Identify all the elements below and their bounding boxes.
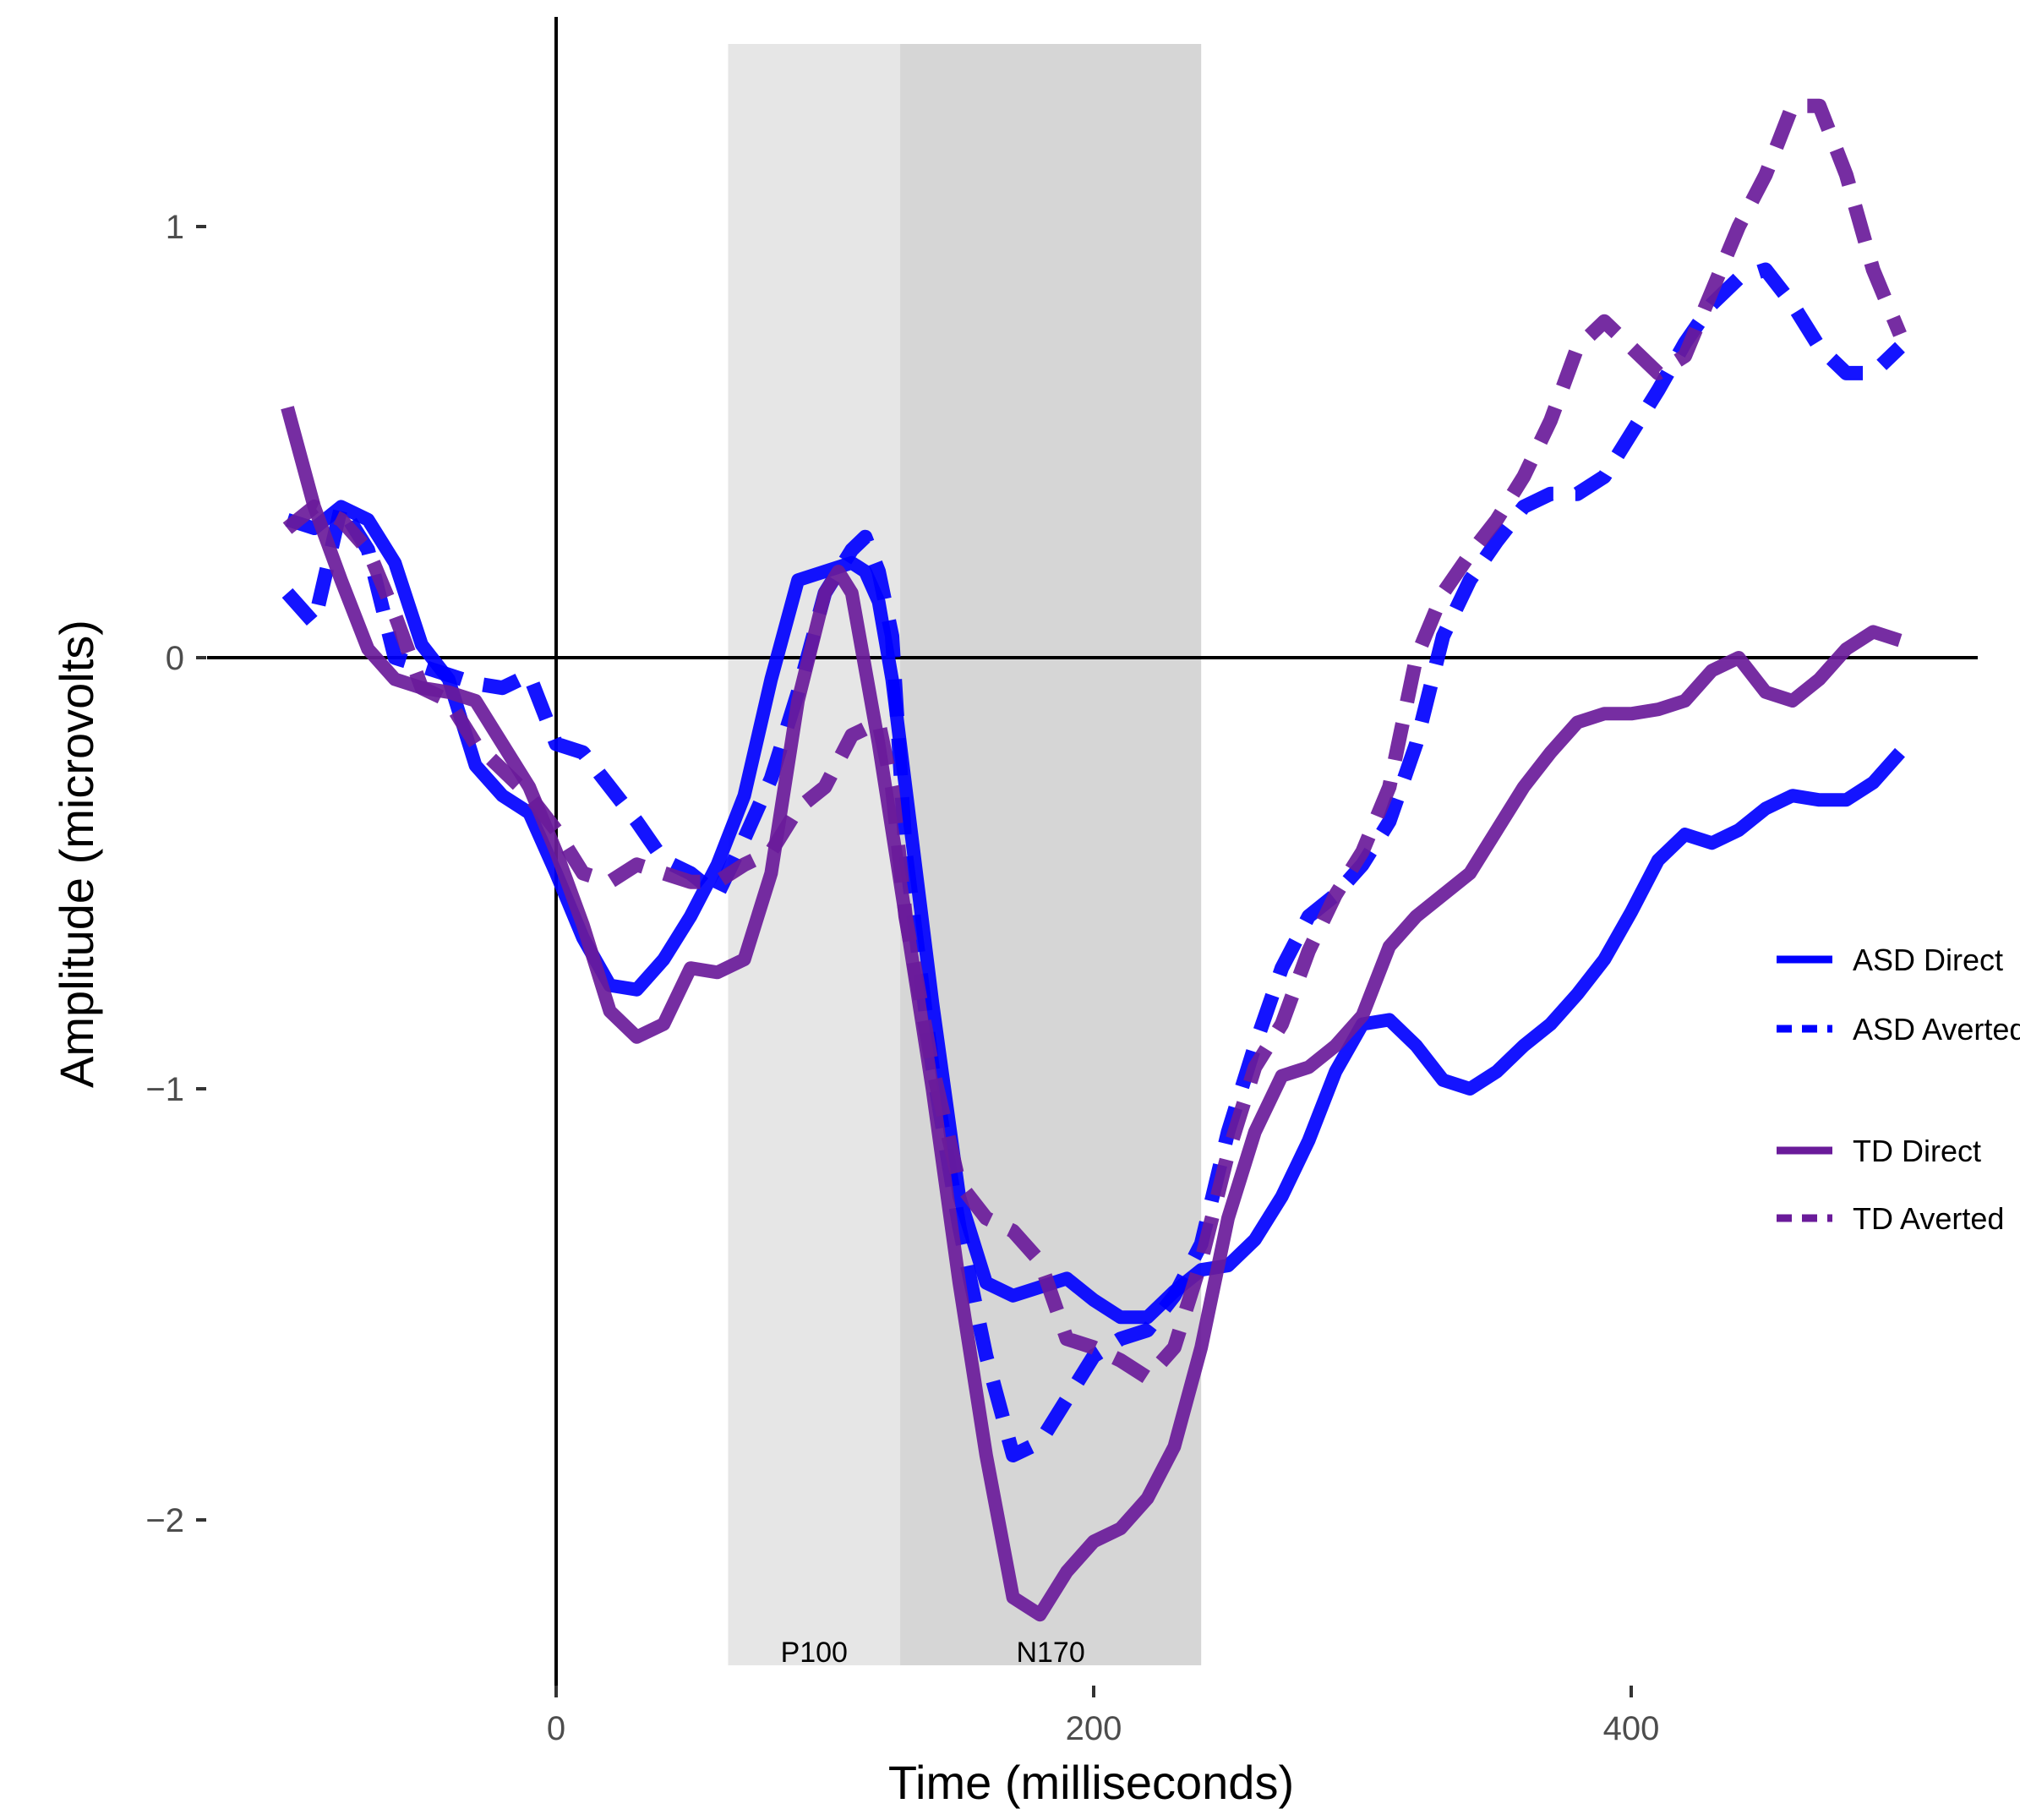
series-lines	[281, 98, 1907, 1622]
shaded-region-n170	[900, 44, 1202, 1665]
series-line-asd-averted	[281, 262, 1905, 1462]
axes: 1 0 −1 −2 0 200 400	[145, 209, 1659, 1747]
legend-label-asd-averted: ASD Averted	[1853, 1012, 2020, 1047]
x-tick-label: 0	[547, 1710, 565, 1747]
shaded-regions: P100 N170	[728, 44, 1202, 1669]
y-tick-label: −2	[145, 1502, 184, 1539]
x-axis-title: Time (milliseconds)	[888, 1756, 1294, 1809]
y-tick-label: 1	[166, 209, 184, 246]
shaded-region-p100	[728, 44, 901, 1665]
band-label-n170: N170	[1016, 1637, 1084, 1669]
y-tick-label: −1	[145, 1071, 184, 1108]
legend-label-td-direct: TD Direct	[1853, 1134, 1981, 1168]
x-tick-label: 400	[1603, 1710, 1660, 1747]
series-line-td-direct	[281, 406, 1903, 1622]
legend-label-asd-direct: ASD Direct	[1853, 943, 2003, 977]
y-tick-label: 0	[166, 640, 184, 677]
legend: ASD Direct ASD Averted TD Direct TD Averted	[1777, 943, 2020, 1236]
x-tick-label: 200	[1066, 1710, 1122, 1747]
band-label-p100: P100	[781, 1637, 848, 1669]
y-axis-title: Amplitude (microvolts)	[50, 620, 103, 1088]
legend-label-td-averted: TD Averted	[1853, 1201, 2004, 1236]
series-line-td-averted	[282, 98, 1907, 1385]
